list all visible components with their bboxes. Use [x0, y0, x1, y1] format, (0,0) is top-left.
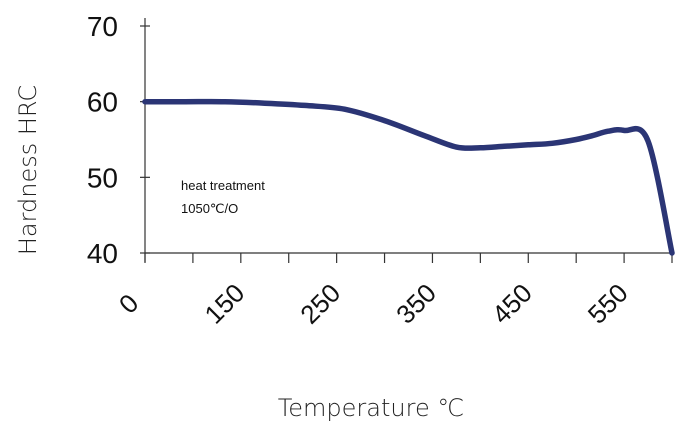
axes — [144, 18, 672, 262]
hardness-series-line — [142, 98, 675, 256]
x-tick-label: 550 — [582, 278, 634, 330]
x-ticks: 0 150 250 350 450 550 — [113, 253, 673, 330]
annotation-line-2: 1050℃/O — [181, 201, 238, 216]
x-tick-label: 450 — [486, 278, 538, 330]
y-tick-label: 50 — [87, 162, 118, 193]
y-axis-title: Hardness HRC — [14, 85, 42, 255]
y-tick-label: 40 — [87, 238, 118, 269]
y-ticks: 40 50 60 70 — [87, 11, 150, 269]
x-tick-label: 0 — [113, 288, 144, 319]
series-layer — [142, 98, 675, 256]
x-tick-label: 250 — [294, 278, 346, 330]
x-tick-label: 350 — [390, 278, 442, 330]
x-tick-label: 150 — [199, 278, 251, 330]
annotation-line-1: heat treatment — [181, 178, 265, 193]
y-tick-label: 60 — [87, 87, 118, 118]
x-axis-title: Temperature ℃ — [278, 394, 465, 422]
y-tick-label: 70 — [87, 11, 118, 42]
